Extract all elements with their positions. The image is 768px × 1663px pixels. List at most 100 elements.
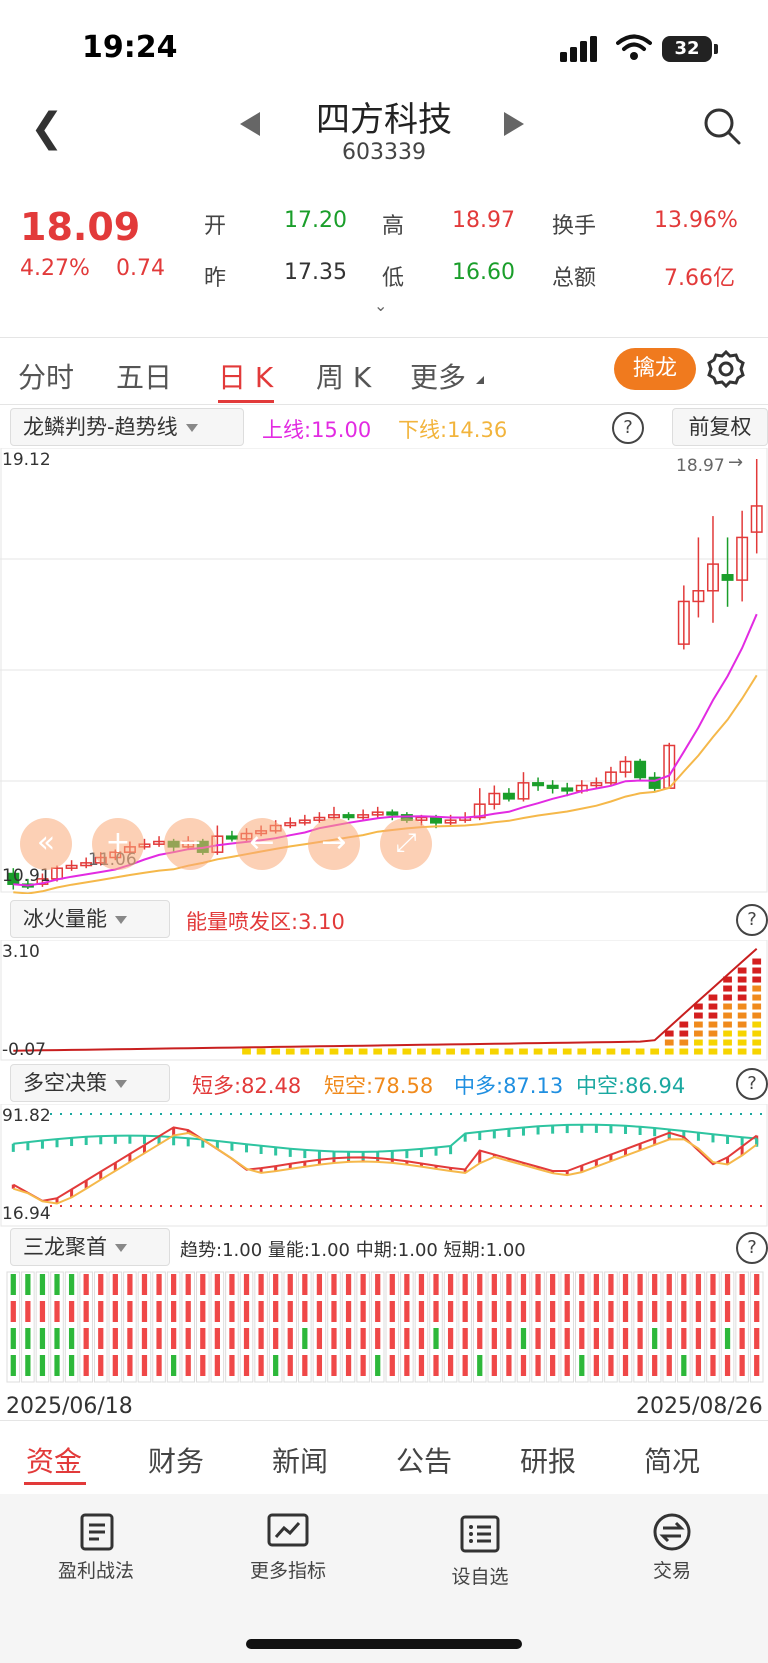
energy-bar — [431, 1048, 441, 1055]
sl-cell — [695, 1328, 702, 1349]
more-indicators-button[interactable]: 更多指标 — [218, 1512, 358, 1583]
sl-cell — [214, 1274, 220, 1295]
back-icon[interactable]: ❮ — [30, 105, 64, 151]
dropdown-icon — [115, 1080, 127, 1088]
energy-bar — [737, 1048, 747, 1055]
volume-indicator-selector[interactable]: 冰火量能 — [10, 900, 170, 938]
sl-column — [50, 1271, 64, 1383]
energy-bar — [752, 1030, 762, 1037]
energy-bar — [621, 1048, 630, 1055]
profit-strategy-button[interactable]: 盈利战法 — [26, 1512, 166, 1583]
sl-indicator-selector[interactable]: 三龙聚首 — [10, 1228, 170, 1266]
expand-chevron-icon[interactable]: ⌄ — [374, 296, 388, 315]
sl-cell — [316, 1328, 323, 1349]
sl-cell — [54, 1328, 60, 1349]
tab-day-k[interactable]: 日 K — [218, 361, 274, 394]
sl-cell — [68, 1301, 75, 1322]
energy-bar — [606, 1048, 616, 1055]
sl-column — [181, 1271, 196, 1383]
sl-cell — [666, 1301, 672, 1322]
fullscreen-icon[interactable]: ⤢ — [380, 818, 432, 870]
volume-chart — [0, 940, 768, 1061]
tab-capital[interactable]: 资金 — [26, 1445, 83, 1478]
sl-cell — [98, 1355, 104, 1376]
sl-cell — [535, 1328, 541, 1349]
sl-cell — [681, 1328, 687, 1349]
add-watchlist-button[interactable]: 设自选 — [410, 1514, 550, 1589]
trade-button[interactable]: 交易 — [602, 1512, 742, 1583]
energy-bar — [694, 1030, 703, 1037]
sl-cell — [520, 1274, 527, 1295]
energy-bar — [519, 1048, 528, 1055]
tab-week-k[interactable]: 周 K — [316, 361, 372, 394]
scroll-right-icon[interactable]: → — [308, 818, 360, 870]
sl-column — [677, 1271, 691, 1383]
energy-bar — [694, 1021, 703, 1028]
energy-bar — [242, 1048, 251, 1055]
zoom-in-icon[interactable]: + — [92, 818, 144, 870]
volume-energy-line — [13, 947, 758, 1052]
change-percent: 4.27% — [20, 256, 90, 281]
energy-bar — [752, 976, 762, 983]
sl-cell — [25, 1301, 31, 1322]
sl-cell — [243, 1274, 250, 1295]
fuquan-button[interactable]: 前复权 — [672, 408, 768, 446]
sl-column — [429, 1271, 443, 1383]
sl-column — [370, 1271, 385, 1383]
qinlong-button[interactable]: 擒龙 — [614, 348, 696, 390]
wifi-icon — [616, 34, 652, 60]
tab-announcement[interactable]: 公告 — [396, 1445, 453, 1478]
candle-body — [386, 811, 399, 816]
sl-column — [21, 1271, 35, 1383]
help-icon[interactable]: ? — [736, 904, 768, 936]
sl-cell — [54, 1301, 60, 1322]
energy-bar — [752, 1012, 762, 1019]
main-indicator-selector[interactable]: 龙鳞判势-趋势线 — [10, 408, 244, 446]
candle-body — [546, 784, 559, 789]
sl-cell — [25, 1328, 31, 1349]
sl-cell — [608, 1355, 614, 1376]
sl-cell — [243, 1301, 250, 1322]
sl-cell — [418, 1328, 425, 1349]
search-icon[interactable] — [702, 106, 742, 146]
tab-five-day[interactable]: 五日 — [116, 361, 173, 394]
energy-bar — [562, 1048, 572, 1055]
sl-cell — [695, 1301, 702, 1322]
help-icon[interactable]: ? — [736, 1068, 768, 1100]
sl-column — [604, 1271, 618, 1383]
zoom-out-icon[interactable]: − — [164, 818, 216, 870]
sl-cell — [112, 1328, 118, 1349]
help-icon[interactable]: ? — [612, 412, 644, 444]
tab-more[interactable]: 更多 — [410, 361, 467, 394]
sl-column — [268, 1271, 283, 1383]
prev-stock-icon[interactable] — [240, 112, 260, 136]
upper-line-value: 上线:15.00 — [262, 418, 372, 442]
dk-indicator-selector[interactable]: 多空决策 — [10, 1064, 170, 1102]
energy-bar — [737, 967, 747, 974]
candle-body — [357, 814, 370, 819]
rewind-icon[interactable]: « — [20, 818, 72, 870]
gear-icon[interactable] — [706, 349, 746, 389]
sl-cell — [214, 1301, 220, 1322]
sl-cell — [171, 1274, 177, 1295]
energy-bar — [723, 1021, 732, 1028]
sl-cell — [316, 1274, 323, 1295]
sl-cell — [593, 1301, 599, 1322]
sl-column — [6, 1271, 21, 1383]
sl-cell — [316, 1301, 323, 1322]
energy-bar — [664, 1039, 674, 1046]
sl-cell — [739, 1355, 745, 1376]
tab-news[interactable]: 新闻 — [272, 1445, 329, 1478]
sl-cell — [404, 1355, 410, 1376]
tab-finance[interactable]: 财务 — [148, 1445, 205, 1478]
tab-research[interactable]: 研报 — [520, 1445, 577, 1478]
energy-bar — [708, 1030, 718, 1037]
sl-cell — [243, 1328, 250, 1349]
next-stock-icon[interactable] — [504, 112, 524, 136]
tab-intraday[interactable]: 分时 — [18, 361, 75, 394]
scroll-left-icon[interactable]: ← — [236, 818, 288, 870]
help-icon[interactable]: ? — [736, 1232, 768, 1264]
tab-profile[interactable]: 简况 — [644, 1445, 701, 1478]
chart-trend-icon — [267, 1513, 309, 1547]
sl-cell — [360, 1328, 366, 1349]
